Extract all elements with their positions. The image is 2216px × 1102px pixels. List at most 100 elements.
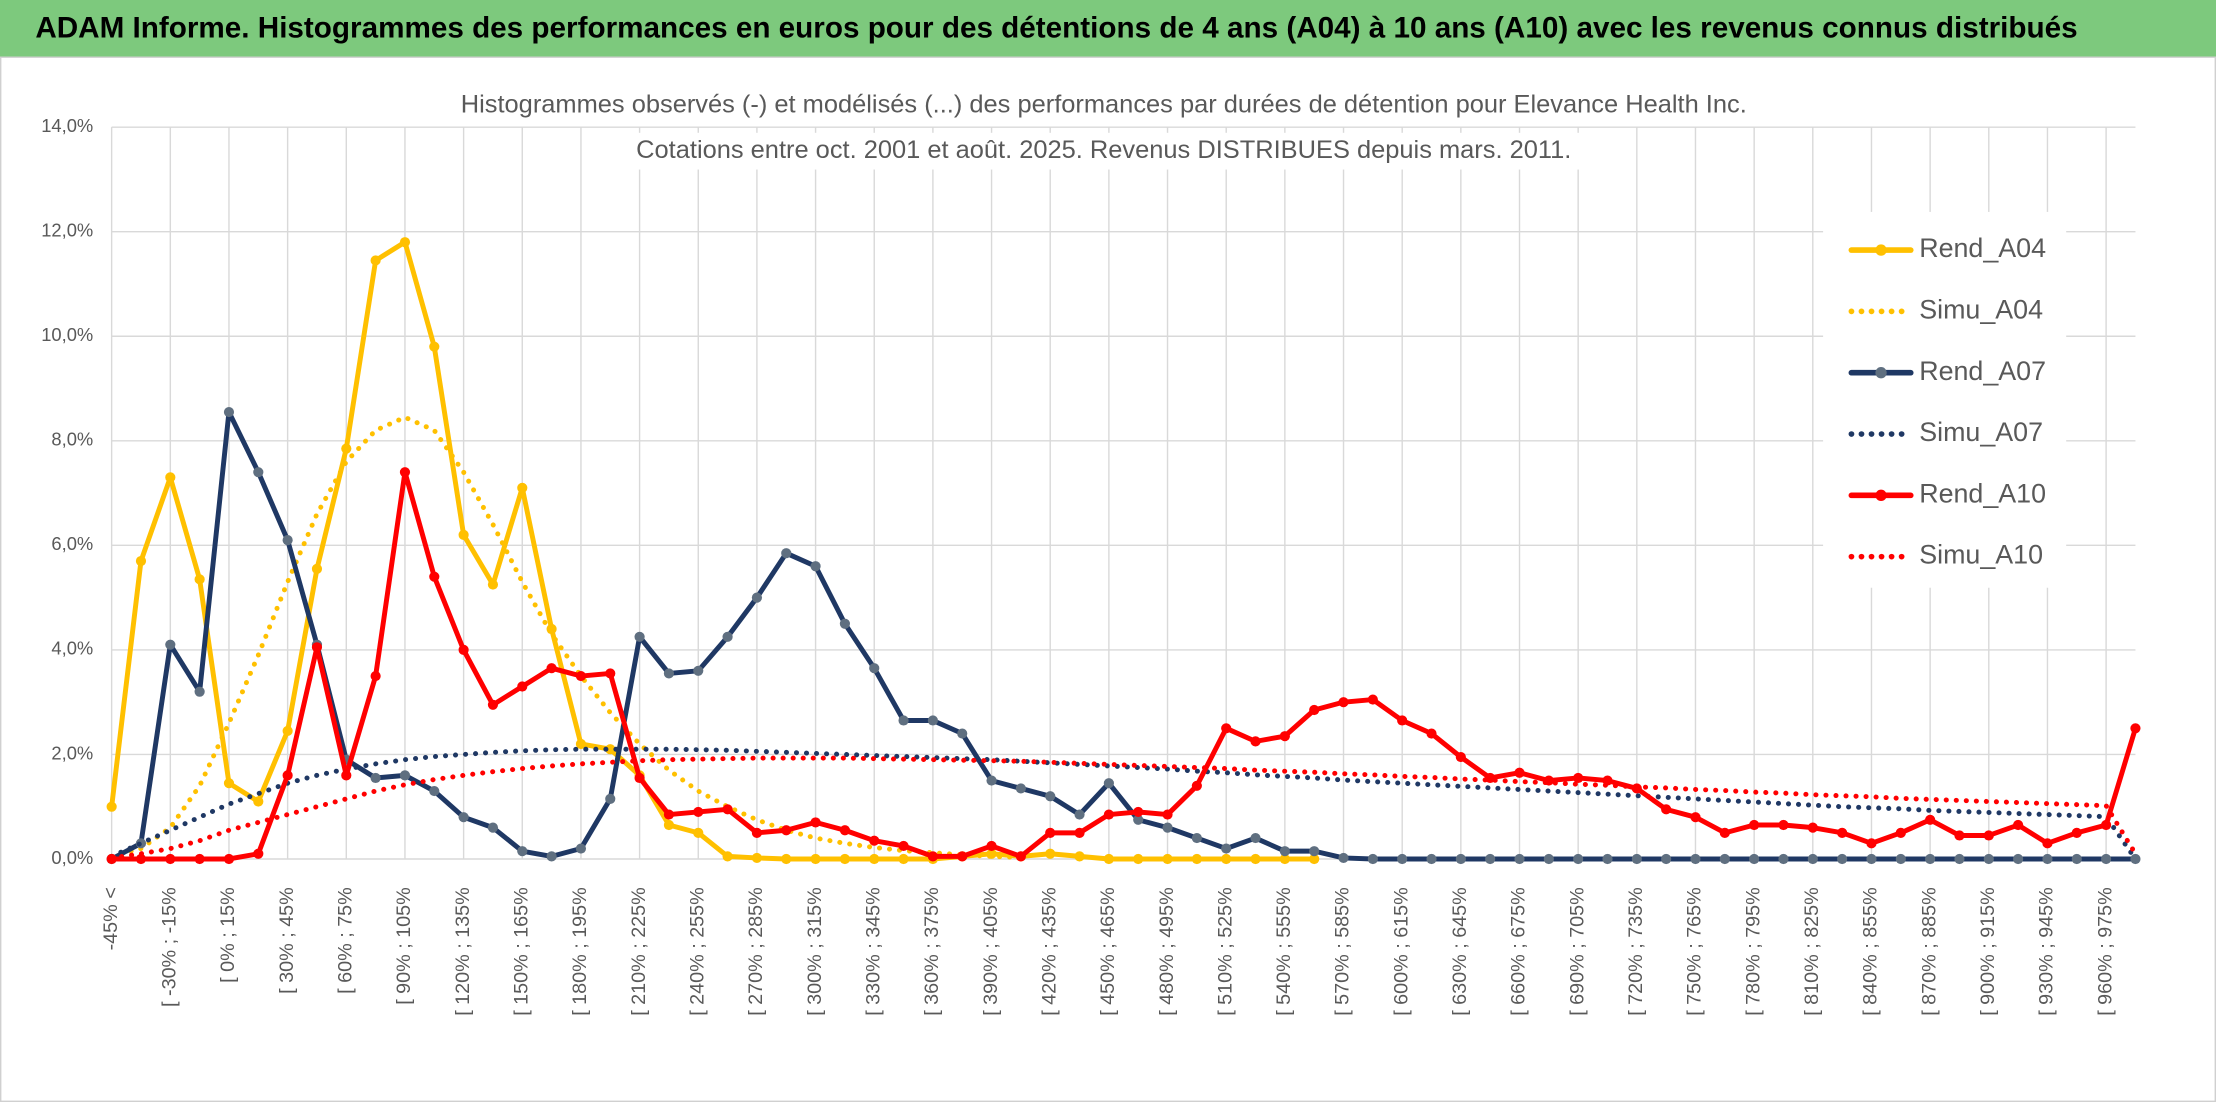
point: [1749, 853, 1760, 865]
point: [1925, 853, 1936, 865]
legend-label: Simu_A04: [1919, 294, 2043, 324]
point: [722, 804, 733, 815]
model-line: [109, 755, 2138, 861]
point: [458, 644, 469, 655]
point: [1279, 731, 1290, 742]
x-tick-label: [ 810% ; 825%: [1801, 887, 1823, 1016]
point: [341, 770, 352, 781]
point: [1103, 809, 1114, 820]
x-tick-label: [ 270% ; 285%: [745, 887, 767, 1016]
point: [429, 785, 440, 797]
y-tick-label: 8,0%: [51, 429, 93, 450]
point: [1162, 822, 1173, 833]
point: [165, 639, 176, 650]
x-tick-label: [ 540% ; 555%: [1273, 887, 1295, 1016]
x-tick-label: [ 60% ; 75%: [335, 887, 357, 994]
point: [1015, 851, 1026, 862]
point: [2042, 838, 2053, 849]
point: [282, 725, 293, 737]
point: [1250, 736, 1261, 747]
point: [135, 555, 147, 567]
point: [1573, 853, 1584, 865]
point: [517, 681, 528, 692]
observed-line: [109, 409, 2138, 862]
point: [2101, 819, 2112, 831]
point: [1455, 853, 1466, 865]
point: [165, 472, 176, 483]
point: [399, 237, 411, 248]
x-tick-label: [ -30% ; -15%: [159, 887, 181, 1007]
x-tick-label: [ 150% ; 165%: [510, 887, 532, 1016]
point: [1514, 767, 1525, 778]
y-tick-label: 10,0%: [41, 324, 93, 345]
point: [546, 851, 557, 862]
y-tick-label: 0,0%: [51, 847, 93, 868]
title-bg: [423, 87, 1784, 125]
x-tick-label: [ 180% ; 195%: [569, 887, 591, 1016]
x-tick-label: [ 420% ; 435%: [1038, 887, 1060, 1016]
point: [1133, 853, 1144, 865]
point: [1309, 846, 1320, 857]
x-tick-label: [ 120% ; 135%: [452, 887, 474, 1016]
point: [370, 670, 381, 682]
point: [1778, 819, 1789, 831]
point: [1221, 853, 1232, 865]
point: [517, 482, 528, 493]
point: [223, 853, 235, 865]
point: [722, 631, 733, 642]
point: [135, 853, 147, 865]
x-tick-label: [ 720% ; 735%: [1625, 887, 1647, 1016]
point: [1661, 853, 1672, 865]
x-tick-label: [ 600% ; 615%: [1390, 887, 1412, 1016]
grid: 0,0% 2,0% 4,0% 6,0% 8,0% 10,0% 12,0% 14,0% -45% …: [41, 115, 2136, 1016]
point: [986, 840, 997, 852]
point: [106, 801, 117, 812]
point: [1778, 853, 1789, 865]
point: [751, 827, 763, 838]
point: [1103, 778, 1114, 789]
legend-label: Rend_A04: [1919, 233, 2046, 263]
point: [194, 686, 205, 697]
point: [1221, 723, 1232, 734]
legend-label: Simu_A10: [1919, 540, 2043, 570]
point: [693, 665, 704, 676]
chart-title: Histogrammes observés (-) et modélisés (…: [461, 91, 1747, 119]
point: [1661, 804, 1672, 815]
x-tick-label: [ 930% ; 945%: [2036, 887, 2058, 1016]
point: [399, 770, 411, 781]
legend-marker: [1875, 244, 1887, 256]
point: [458, 529, 469, 540]
point: [1866, 838, 1877, 849]
point: [1983, 830, 1994, 841]
point: [1309, 704, 1320, 716]
point: [575, 738, 587, 750]
point: [898, 715, 909, 726]
point: [1191, 853, 1202, 865]
legend-label: Rend_A10: [1919, 478, 2046, 508]
point: [487, 822, 499, 833]
point: [839, 853, 850, 865]
point: [2130, 853, 2141, 865]
header-title: ADAM Informe. Histogrammes des performan…: [35, 12, 2077, 45]
point: [194, 853, 205, 865]
point: [810, 561, 821, 572]
point: [2042, 853, 2053, 865]
point: [2101, 853, 2112, 865]
point: [399, 467, 411, 478]
point: [1807, 822, 1818, 833]
point: [810, 817, 821, 828]
point: [1074, 809, 1085, 820]
point: [575, 843, 587, 854]
x-tick-label: [ 30% ; 45%: [276, 887, 298, 994]
point: [634, 631, 645, 642]
point: [751, 852, 763, 864]
point: [253, 796, 264, 807]
point: [1338, 697, 1349, 708]
point: [2071, 853, 2082, 865]
x-tick-label: [ 390% ; 405%: [980, 887, 1002, 1016]
point: [282, 535, 293, 546]
point: [1133, 806, 1144, 818]
x-tick-label: [ 90% ; 105%: [393, 887, 415, 1005]
point: [1807, 853, 1818, 865]
point: [1866, 853, 1877, 865]
